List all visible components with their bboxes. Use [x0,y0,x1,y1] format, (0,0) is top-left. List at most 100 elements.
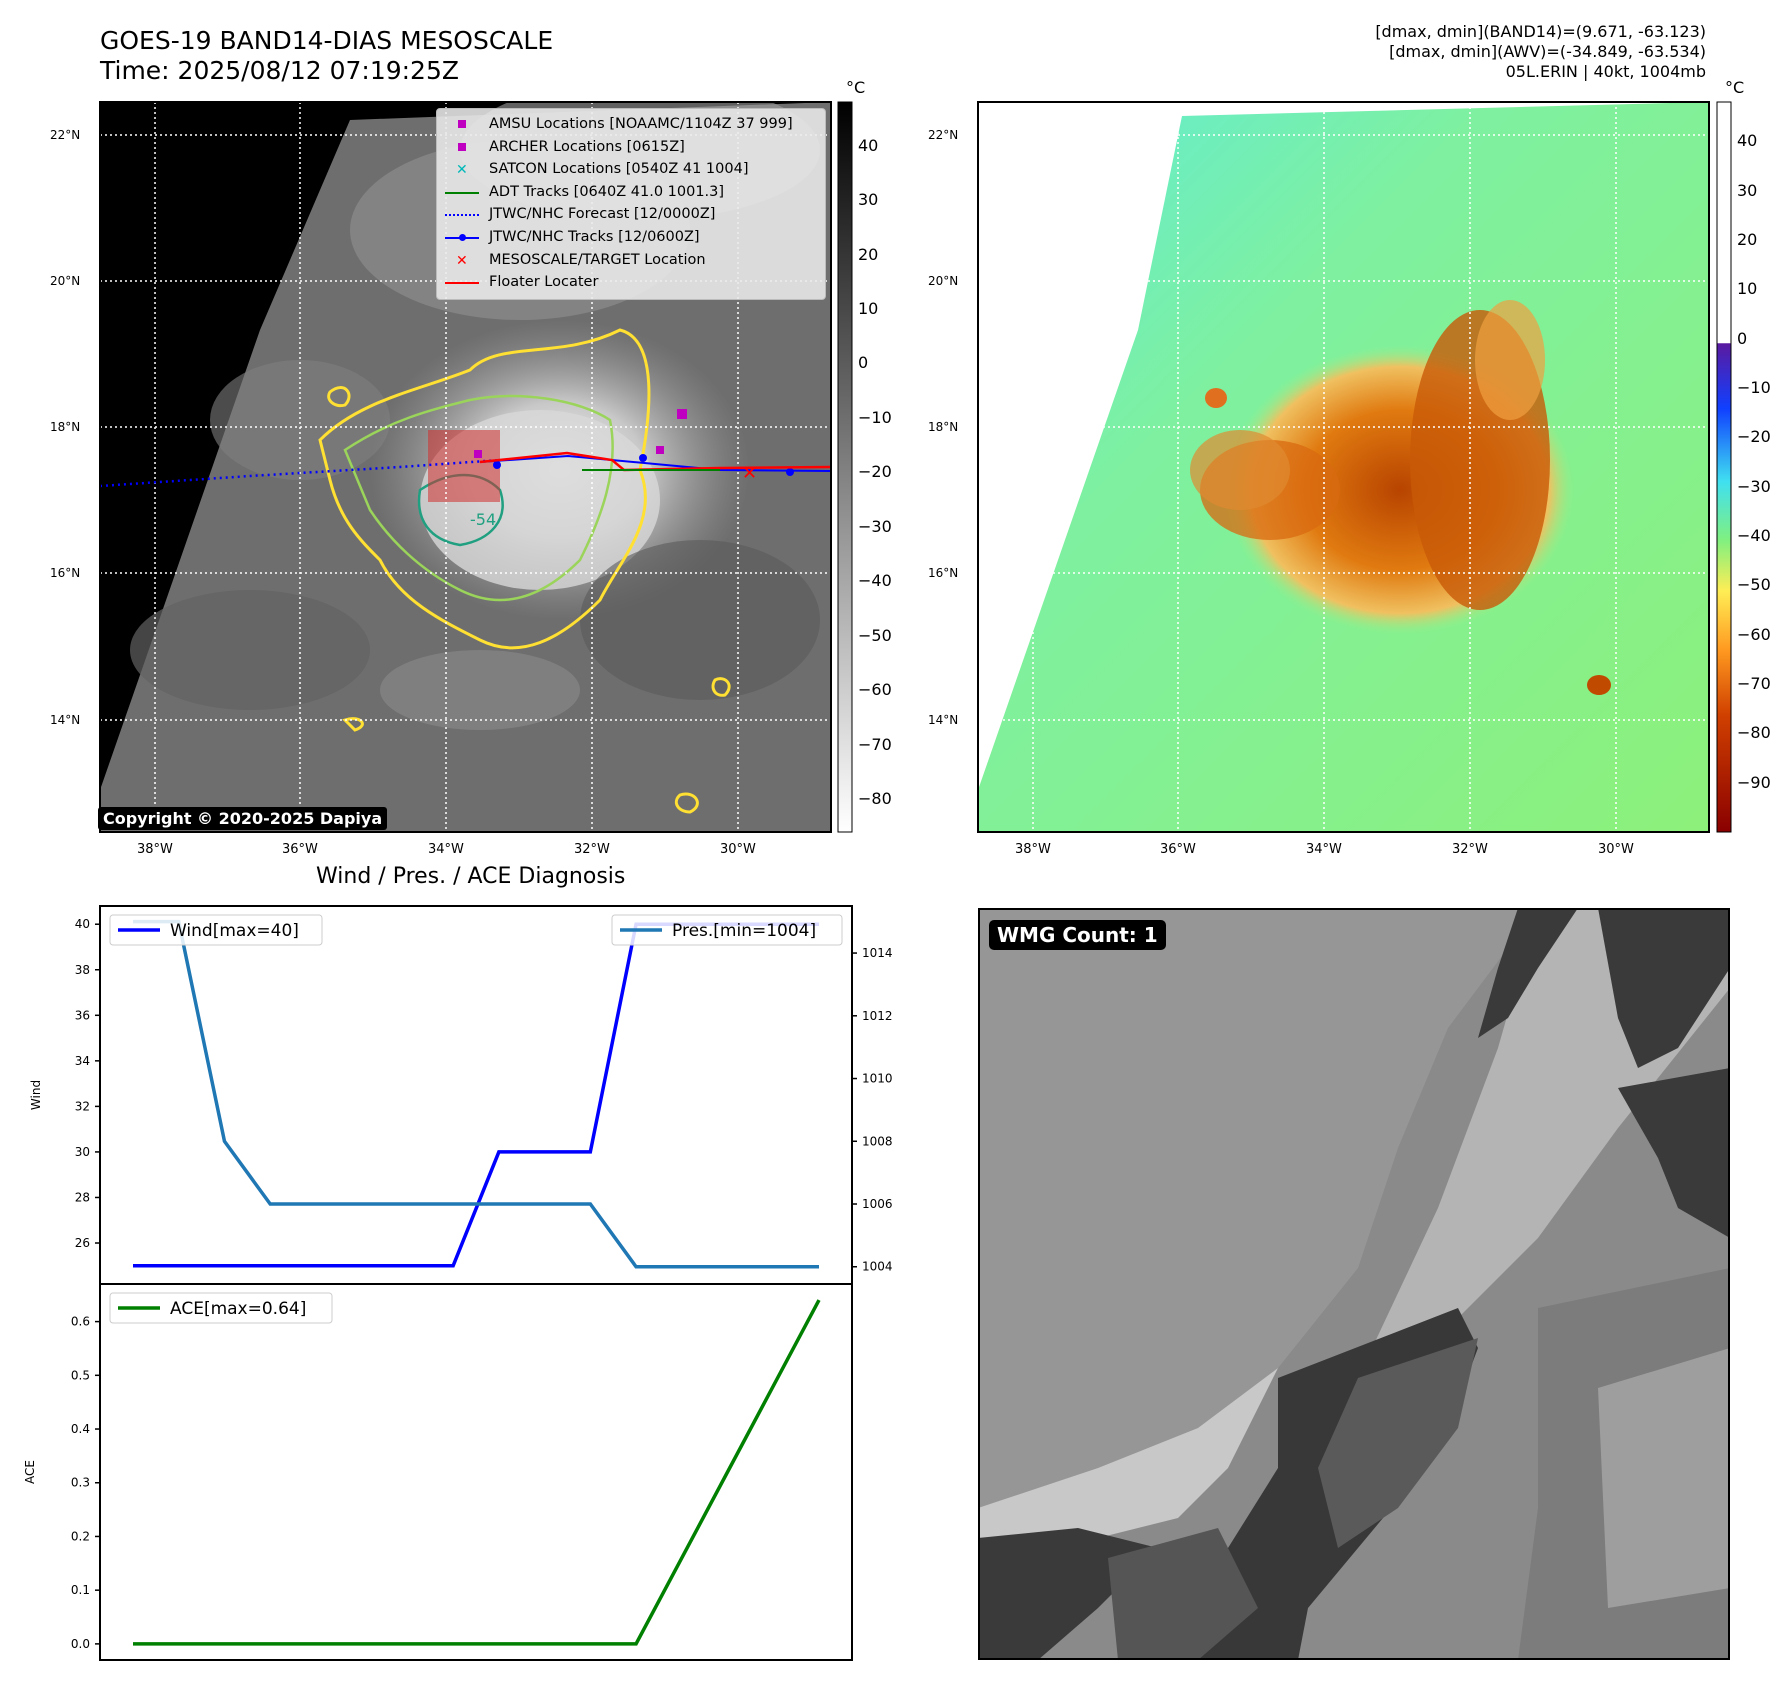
axis-tick-label: 20 [858,244,879,264]
axis-tick-label: −60 [1737,624,1771,644]
axis-tick-label: −90 [1737,772,1771,792]
axis-tick-label: 0 [858,353,869,373]
legend-item: ADT Tracks [0640Z 41.0 1001.3] [445,181,793,204]
axis-tick-label: 34°W [1306,842,1342,857]
colorized-map-panel [977,101,1732,833]
axis-tick-label: 38°W [137,842,173,857]
legend-item: ✕ MESOSCALE/TARGET Location [445,249,793,272]
legend-item: AMSU Locations [NOAAMC/1104Z 37 999] [445,113,793,136]
axis-tick-label: −60 [858,680,892,700]
legend-label: ADT Tracks [0640Z 41.0 1001.3] [489,183,725,200]
ace-ytick-label: 0.4 [71,1422,90,1436]
ir-colorbar-unit: °C [846,78,866,97]
ir-colorbar-ticks: 40 30 20 10 0 −10 −20 −30 −40 −50 −60 −70 −80 [858,102,898,832]
figure-time: Time: 2025/08/12 07:19:25Z [100,56,459,85]
svg-text:✕: ✕ [742,463,757,484]
axis-tick-label: 18°N [50,420,81,434]
legend-label: SATCON Locations [0540Z 41 1004] [489,161,749,178]
axis-tick-label: 34°W [428,842,464,857]
wind-ytick-label: 28 [75,1190,90,1204]
copyright-badge: Copyright © 2020-2025 Dapiya [98,807,388,830]
wmg-panel [978,908,1730,1660]
ace-ytick-label: 0.3 [71,1476,90,1490]
nhc-track [479,454,831,472]
axis-tick-label: 32°W [574,842,610,857]
wind-legend-label: Wind[max=40] [170,921,299,941]
map-legend: AMSU Locations [NOAAMC/1104Z 37 999] ARCH… [436,108,826,300]
axis-tick-label: 16°N [50,566,81,580]
wind-ytick-label: 30 [75,1145,90,1159]
axis-tick-label: 0 [1737,328,1748,348]
wind-ytick-label: 36 [75,1008,90,1022]
legend-item: JTWC/NHC Forecast [12/0000Z] [445,203,793,226]
legend-item: ✕ SATCON Locations [0540Z 41 1004] [445,158,793,181]
axis-tick-label: 14°N [928,713,959,727]
axis-tick-label: 30°W [720,842,756,857]
legend-item: JTWC/NHC Tracks [12/0600Z] [445,226,793,249]
legend-swatch [445,275,479,289]
contour-mid [343,394,614,602]
floater-track [479,451,831,472]
contour-label: -54 [470,510,496,529]
pressure-ytick-label: 1014 [862,946,893,960]
axis-tick-label: 40 [1737,131,1758,151]
axis-tick-label: −40 [1737,526,1771,546]
pressure-ytick-label: 1010 [862,1072,893,1086]
axis-tick-label: 10 [1737,279,1758,299]
target-box [428,430,500,502]
axis-tick-label: 16°N [928,566,959,580]
ace-axis-label: ACE [23,1460,37,1484]
axis-tick-label: 22°N [928,128,959,142]
pressure-legend-label: Pres.[min=1004] [672,921,816,941]
ace-ytick-label: 0.0 [71,1637,90,1651]
axis-tick-label: 18°N [928,420,959,434]
axis-tick-label: −20 [858,462,892,482]
wmg-frame [978,908,1730,1660]
wind-ytick-label: 34 [75,1054,90,1068]
axis-tick-label: 20°N [928,274,959,288]
ace-legend-box [109,1292,333,1324]
legend-swatch [445,117,479,131]
ace-axes [99,1283,853,1661]
pressure-ytick-label: 1004 [862,1260,893,1274]
colorized-colorbar [1716,101,1732,833]
axis-tick-label: 30 [858,190,879,210]
legend-label: AMSU Locations [NOAAMC/1104Z 37 999] [489,116,793,132]
ace-series-line [133,1299,821,1646]
wind-ytick-label: 38 [75,963,90,977]
ace-legend-label: ACE[max=0.64] [170,1299,306,1319]
wmg-count-badge: WMG Count: 1 [989,920,1166,950]
colorized-colorbar-ticks: 40 30 20 10 0 −10 −20 −30 −40 −50 −60 −70 −80 −90 [1737,102,1787,832]
stats-band14: [dmax, dmin](BAND14)=(9.671, -63.123) [1375,22,1706,41]
ace-ytick-label: 0.1 [71,1583,90,1597]
axis-tick-label: −70 [858,734,892,754]
axis-tick-label: 10 [858,299,879,318]
axis-tick-label: −10 [858,407,892,427]
axis-tick-label: 20°N [50,274,81,288]
axis-tick-label: −40 [858,571,892,591]
legend-label: MESOSCALE/TARGET Location [489,251,706,268]
ace-ytick-label: 0.6 [71,1315,90,1329]
axis-tick-label: 30 [1737,180,1758,200]
axis-tick-label: 22°N [50,128,81,142]
axis-tick-label: −80 [858,789,892,809]
wind-pressure-axes [99,905,853,1285]
axis-tick-label: −70 [1737,674,1771,694]
legend-label: JTWC/NHC Forecast [12/0000Z] [489,206,716,223]
legend-swatch [445,185,479,199]
figure-title: GOES-19 BAND14-DIAS MESOSCALE [100,26,554,55]
axis-tick-label: −30 [858,516,892,536]
axis-tick-label: −50 [858,625,892,645]
pressure-series-line [133,919,819,1269]
legend-swatch [445,140,479,154]
legend-label: ARCHER Locations [0615Z] [489,138,685,155]
legend-item: ARCHER Locations [0615Z] [445,136,793,159]
wind-axis-label: Wind [29,1080,43,1110]
axis-tick-label: −20 [1737,427,1771,447]
axis-tick-label: 40 [858,135,879,155]
legend-swatch: ✕ [456,252,468,269]
axis-tick-label: 36°W [1160,842,1196,857]
axis-tick-label: 32°W [1452,842,1488,857]
axis-tick-label: 14°N [50,713,81,727]
axis-tick-label: 38°W [1015,842,1051,857]
